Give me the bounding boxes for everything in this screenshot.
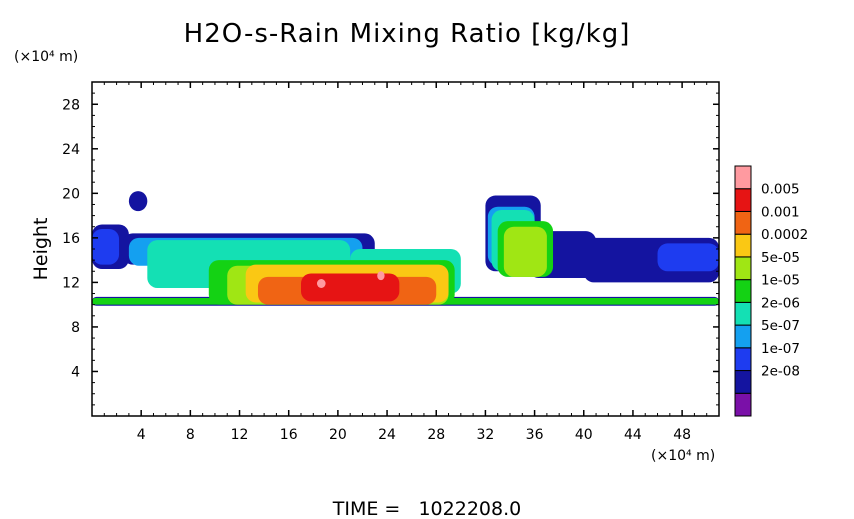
heatmap-cell (92, 228, 120, 265)
colorbar-label: 5e-07 (761, 318, 800, 334)
chart-title: H2O-s-Rain Mixing Ratio [kg/kg] (184, 19, 631, 49)
y-axis-ticks: 4 8 12 16 20 24 28 (62, 92, 719, 406)
y-tick-label: 4 (71, 364, 80, 380)
y-tick-label: 12 (62, 275, 80, 291)
x-axis-unit: (×10⁴ m) (651, 448, 715, 464)
x-tick-label: 8 (186, 427, 195, 443)
heatmap-cell (128, 191, 148, 212)
x-tick-label: 24 (378, 427, 396, 443)
colorbar-label: 1e-07 (761, 341, 800, 357)
time-label: TIME = 1022208.0 (332, 498, 521, 519)
x-tick-label: 36 (526, 427, 544, 443)
colorbar-swatch (734, 210, 752, 235)
colorbar-swatch (734, 370, 752, 394)
heatmap-cell (657, 243, 719, 272)
colorbar-labels: 0.005 0.001 0.0002 5e-05 1e-05 2e-06 5e-07 1e-0… (761, 182, 808, 380)
x-tick-label: 16 (280, 427, 298, 443)
heatmap-cell (503, 226, 547, 277)
colorbar-label: 5e-05 (761, 250, 800, 266)
heatmap-cell (316, 279, 326, 288)
colorbar-label: 2e-06 (761, 295, 800, 311)
colorbar-swatch (734, 279, 752, 303)
y-tick-label: 8 (71, 320, 80, 336)
x-tick-label: 40 (575, 427, 593, 443)
colorbar-label: 0.005 (761, 182, 800, 198)
colorbar-swatch (734, 347, 752, 372)
x-tick-label: 44 (624, 427, 642, 443)
x-tick-label: 4 (137, 427, 146, 443)
x-tick-label: 32 (476, 427, 494, 443)
colorbar-swatch (734, 165, 752, 190)
colorbar-swatch (734, 392, 752, 417)
y-tick-label: 24 (62, 142, 80, 158)
colorbar-label: 0.001 (761, 204, 800, 220)
y-tick-label: 28 (62, 97, 80, 113)
y-tick-label: 16 (62, 231, 80, 247)
colorbar-swatch (734, 233, 752, 258)
y-axis-unit: (×10⁴ m) (14, 49, 78, 65)
x-tick-label: 20 (329, 427, 347, 443)
colorbar-swatch (734, 188, 752, 212)
heatmap-cell (301, 273, 400, 302)
heatmap-field (92, 191, 719, 306)
x-axis-ticks: 4 8 12 16 20 24 28 32 36 40 44 48 (103, 82, 708, 443)
x-tick-label: 28 (427, 427, 445, 443)
x-tick-label: 12 (231, 427, 249, 443)
colorbar (734, 165, 752, 417)
colorbar-swatch (734, 301, 752, 326)
colorbar-label: 0.0002 (761, 227, 808, 243)
colorbar-swatch (734, 324, 752, 349)
colorbar-label: 1e-05 (761, 273, 800, 289)
colorbar-swatch (734, 256, 752, 281)
colorbar-label: 2e-08 (761, 364, 800, 380)
x-tick-label: 48 (673, 427, 691, 443)
y-axis-label: Height (30, 218, 52, 281)
heatmap-cell (377, 271, 385, 281)
y-tick-label: 20 (62, 186, 80, 202)
